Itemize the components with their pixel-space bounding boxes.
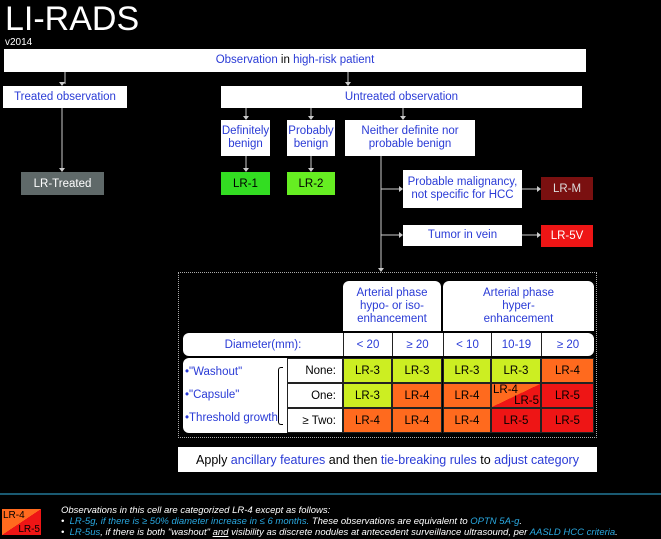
lr-5g: LR-5g <box>69 516 96 527</box>
lr-1-category: LR-1 <box>221 172 270 195</box>
lr-treated-category: LR-Treated <box>21 172 104 195</box>
header-hyper: Arterial phase hyper-enhancement <box>443 281 594 331</box>
divider <box>0 493 661 495</box>
row-label: None: <box>287 358 343 383</box>
table-cell: LR-3 <box>443 358 491 383</box>
footnote-bullet-2: • LR-5us, if there is both "washout" and… <box>61 527 618 538</box>
table-cell: LR-4 LR-5 <box>491 383 541 408</box>
treated-observation-box: Treated observation <box>3 86 127 108</box>
footnote-bullet-1: • LR-5g, if there is ≥ 50% diameter incr… <box>61 516 523 527</box>
optn-link: OPTN 5A-g <box>470 516 520 527</box>
table-cell: LR-4 <box>443 408 491 433</box>
ancillary-instruction: Apply ancillary features and then tie-br… <box>178 447 597 472</box>
bt-c: and then <box>325 452 381 467</box>
neither-benign-box: Neither definite nor probable benign <box>345 120 475 156</box>
feature-washout: •"Washout" <box>185 366 243 378</box>
feature-capsule: •"Capsule" <box>185 389 240 401</box>
top-text-b: in <box>277 54 294 66</box>
split-lr4: LR-4 <box>493 384 518 396</box>
lr-m-category: LR-M <box>541 177 593 200</box>
row-label: One: <box>287 383 343 408</box>
adjust-category-link: adjust category <box>494 452 579 467</box>
ancillary-features-link: ancillary features <box>230 452 326 467</box>
bt-a: Apply <box>196 452 231 467</box>
bullet: • <box>61 516 65 527</box>
table-cell: LR-5 <box>491 408 541 433</box>
legend-lr5: LR-5 <box>18 524 40 535</box>
observation-box: Observation in high-risk patient <box>4 49 586 72</box>
lr-2-category: LR-2 <box>287 172 335 195</box>
table-cell: LR-3 <box>343 383 392 408</box>
diameter-1: ≥ 20 <box>392 333 442 356</box>
lr-5v-category: LR-5V <box>541 225 593 247</box>
lr-5us: LR-5us <box>69 527 101 538</box>
untreated-observation-box: Untreated observation <box>221 86 582 108</box>
diameter-0: < 20 <box>343 333 392 356</box>
bullet: • <box>61 527 65 538</box>
table-cell: LR-4 <box>392 383 442 408</box>
table-cell: LR-3 <box>392 358 442 383</box>
top-text-c: high-risk patient <box>293 54 375 66</box>
top-text-a: Observation <box>215 54 278 66</box>
features-list: •"Washout" •"Capsule" •Threshold growth <box>185 361 278 430</box>
diagnostic-table-frame <box>178 272 597 438</box>
table-cell: LR-3 <box>491 358 541 383</box>
table-cell: LR-5 <box>541 408 594 433</box>
lr-5g-rule: , if there is ≥ 50% diameter increase in… <box>95 516 310 527</box>
row-label: ≥ Two: <box>287 408 343 433</box>
diameter-4: ≥ 20 <box>541 333 594 356</box>
legend-split-swatch: LR-4 LR-5 <box>2 509 41 535</box>
feature-brace <box>278 367 283 425</box>
feature-threshold-growth: •Threshold growth <box>185 412 278 424</box>
features-panel <box>183 358 287 433</box>
legend-lr4: LR-4 <box>3 510 25 521</box>
tie-breaking-rules-link: tie-breaking rules <box>380 452 477 467</box>
b2c: and <box>212 527 229 538</box>
footnote-intro: Observations in this cell are categorize… <box>61 505 331 516</box>
table-cell: LR-4 <box>343 408 392 433</box>
title: LI-RADS <box>5 0 140 38</box>
split-lr5: LR-5 <box>514 395 539 407</box>
probably-benign-box: Probably benign <box>287 120 335 156</box>
table-cell: LR-5 <box>541 383 594 408</box>
bt-e: to <box>476 452 495 467</box>
table-cell: LR-4 <box>443 383 491 408</box>
b1c: These observations are equivalent to <box>309 516 471 527</box>
table-cell: LR-3 <box>343 358 392 383</box>
version: v2014 <box>5 37 33 48</box>
table-cell: LR-4 <box>541 358 594 383</box>
b2b: , if there is both "washout" <box>100 527 213 538</box>
probable-malignancy-box: Probable malignancy, not specific for HC… <box>403 170 522 208</box>
b2d: visibility as discrete nodules at antece… <box>228 527 530 538</box>
tumor-in-vein-box: Tumor in vein <box>403 225 522 246</box>
table-cell: LR-4 <box>392 408 442 433</box>
aasld-link: AASLD HCC criteria <box>529 527 616 538</box>
definitely-benign-box: Definitely benign <box>221 120 270 156</box>
diameter-2: < 10 <box>443 333 491 356</box>
diameter-3: 10-19 <box>491 333 541 356</box>
header-hypo-iso: Arterial phase hypo- or iso-enhancement <box>343 281 441 331</box>
diameter-label: Diameter(mm): <box>224 338 302 351</box>
